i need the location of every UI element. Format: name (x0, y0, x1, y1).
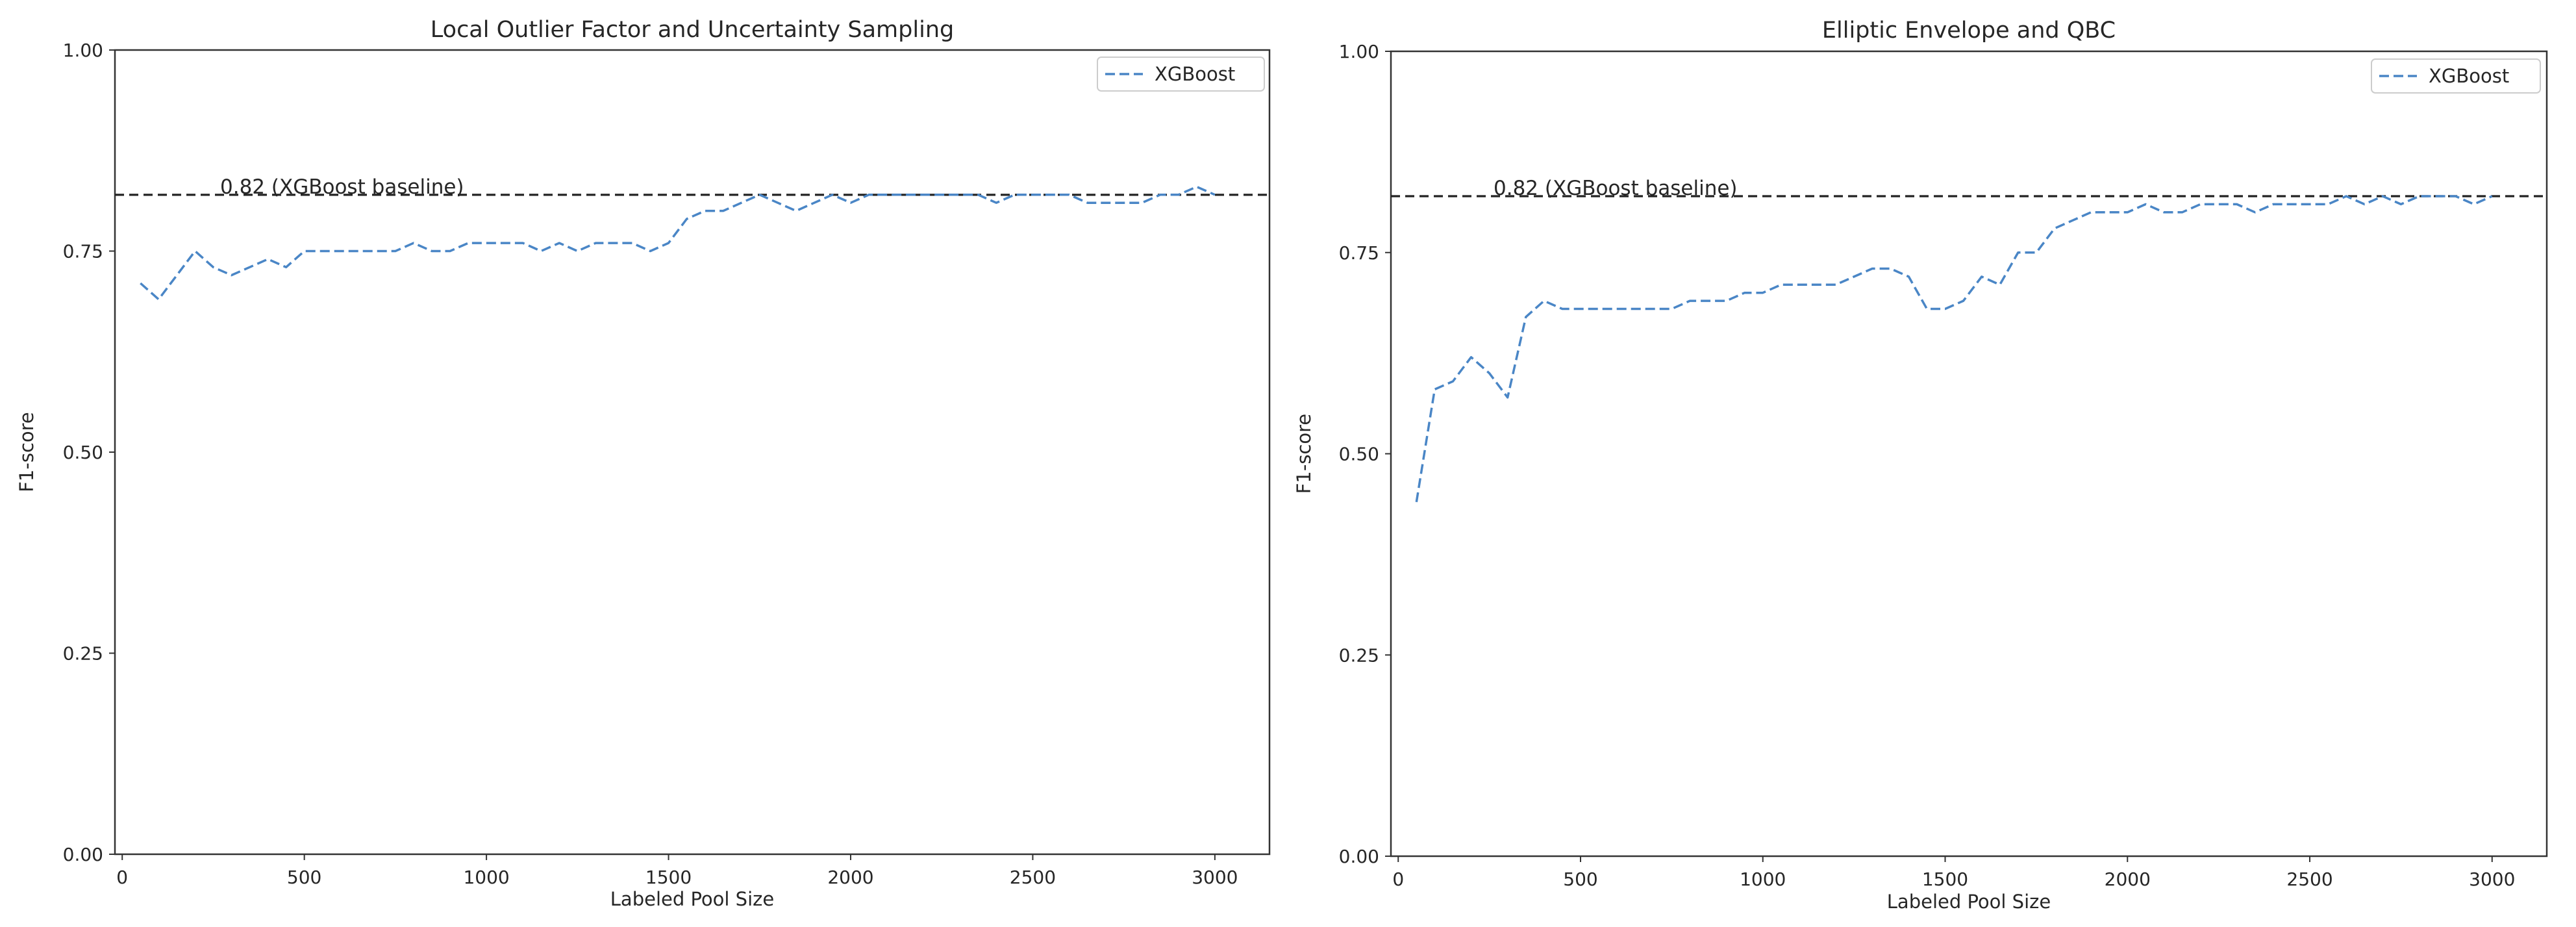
data-point (2382, 196, 2383, 197)
data-point (978, 194, 979, 195)
x-tick-label: 1500 (645, 867, 692, 888)
legend: XGBoost (2371, 58, 2541, 94)
data-point (1032, 194, 1033, 195)
data-point (759, 194, 760, 195)
data-point (559, 243, 560, 244)
data-point (686, 218, 687, 219)
baseline-label: 0.82 (XGBoost baseline) (220, 175, 464, 199)
data-point (1854, 276, 1855, 277)
data-point (249, 267, 250, 268)
chart-title: Local Outlier Factor and Uncertainty Sam… (431, 17, 954, 43)
data-point (213, 267, 214, 268)
data-point (2200, 204, 2201, 205)
data-point (1744, 292, 1745, 293)
data-point (140, 283, 141, 284)
data-point (1214, 194, 1215, 195)
x-tick-label: 0 (1392, 869, 1404, 890)
series-line (1415, 195, 2493, 503)
y-tick-label: 0.25 (1339, 644, 1379, 666)
legend-label: XGBoost (1155, 63, 1235, 85)
series-line (140, 185, 1216, 301)
data-point (1872, 268, 1873, 269)
data-point (1434, 389, 1435, 390)
data-point (1890, 268, 1891, 269)
y-tick-label: 0.75 (63, 241, 103, 262)
chart-panel-right: Elliptic Envelope and QBC 0.00 0.25 0.50 0.7… (1293, 18, 2548, 913)
data-point (1981, 276, 1982, 277)
data-point (1507, 397, 1508, 398)
plot-frame (1390, 50, 2548, 857)
data-point (1762, 292, 1763, 293)
data-point (2291, 204, 2292, 205)
x-tick-label: 2500 (2286, 869, 2332, 890)
x-axis-label: Labeled Pool Size (1887, 891, 2051, 913)
y-tick-label: 0.25 (63, 643, 103, 665)
x-tick-label: 500 (1563, 869, 1597, 890)
x-tick-label: 1000 (1740, 869, 1786, 890)
data-point (2419, 196, 2420, 197)
y-tick-label: 0.00 (63, 844, 103, 865)
data-point (905, 194, 906, 195)
data-point (2437, 196, 2438, 197)
data-point (2145, 204, 2146, 205)
data-point (2236, 204, 2237, 205)
legend-box (1097, 57, 1265, 92)
data-point (2328, 204, 2329, 205)
x-tick-label: 3000 (1192, 867, 1238, 888)
data-point (1489, 373, 1490, 374)
plot-frame (114, 49, 1271, 856)
legend-label: XGBoost (2429, 65, 2509, 87)
y-tick-label: 0.50 (63, 442, 103, 463)
data-point (413, 243, 414, 244)
y-tick-label: 0.75 (1339, 242, 1379, 264)
chart-panel-left: Local Outlier Factor and Uncertainty Sam… (16, 17, 1271, 910)
data-point (2455, 196, 2456, 197)
baseline-label: 0.82 (XGBoost baseline) (1494, 177, 1738, 200)
data-point (2364, 204, 2365, 205)
data-point (1196, 186, 1197, 187)
data-point (795, 210, 796, 211)
data-point (2054, 228, 2055, 229)
x-tick-label: 2000 (827, 867, 873, 888)
legend-box (2371, 58, 2541, 94)
data-point (1178, 194, 1179, 195)
chart-title: Elliptic Envelope and QBC (1822, 18, 2116, 44)
data-point (2218, 204, 2219, 205)
data-point (468, 243, 469, 244)
data-point (1014, 194, 1015, 195)
data-point (923, 194, 924, 195)
data-point (595, 243, 596, 244)
data-point (887, 194, 888, 195)
data-point (1908, 276, 1909, 277)
x-tick-label: 1000 (463, 867, 509, 888)
x-axis-label: Labeled Pool Size (610, 888, 774, 910)
y-tick-label: 1.00 (63, 40, 103, 61)
y-tick-label: 1.00 (1339, 41, 1379, 62)
x-tick-label: 2000 (2105, 869, 2151, 890)
x-tick-label: 3000 (2469, 869, 2515, 890)
data-point (2473, 204, 2474, 205)
x-tick-label: 1500 (1922, 869, 1968, 890)
data-point (2346, 196, 2347, 197)
y-axis-label: F1-score (1293, 414, 1315, 494)
y-axis-label: F1-score (16, 412, 38, 492)
y-tick-label: 0.00 (1339, 846, 1379, 867)
x-tick-label: 2500 (1010, 867, 1056, 888)
x-tick-label: 0 (116, 867, 128, 888)
data-point (486, 243, 487, 244)
x-tick-label: 500 (287, 867, 321, 888)
data-point (668, 243, 669, 244)
y-tick-label: 0.50 (1339, 444, 1379, 465)
data-point (1525, 316, 1526, 317)
legend: XGBoost (1097, 57, 1265, 92)
